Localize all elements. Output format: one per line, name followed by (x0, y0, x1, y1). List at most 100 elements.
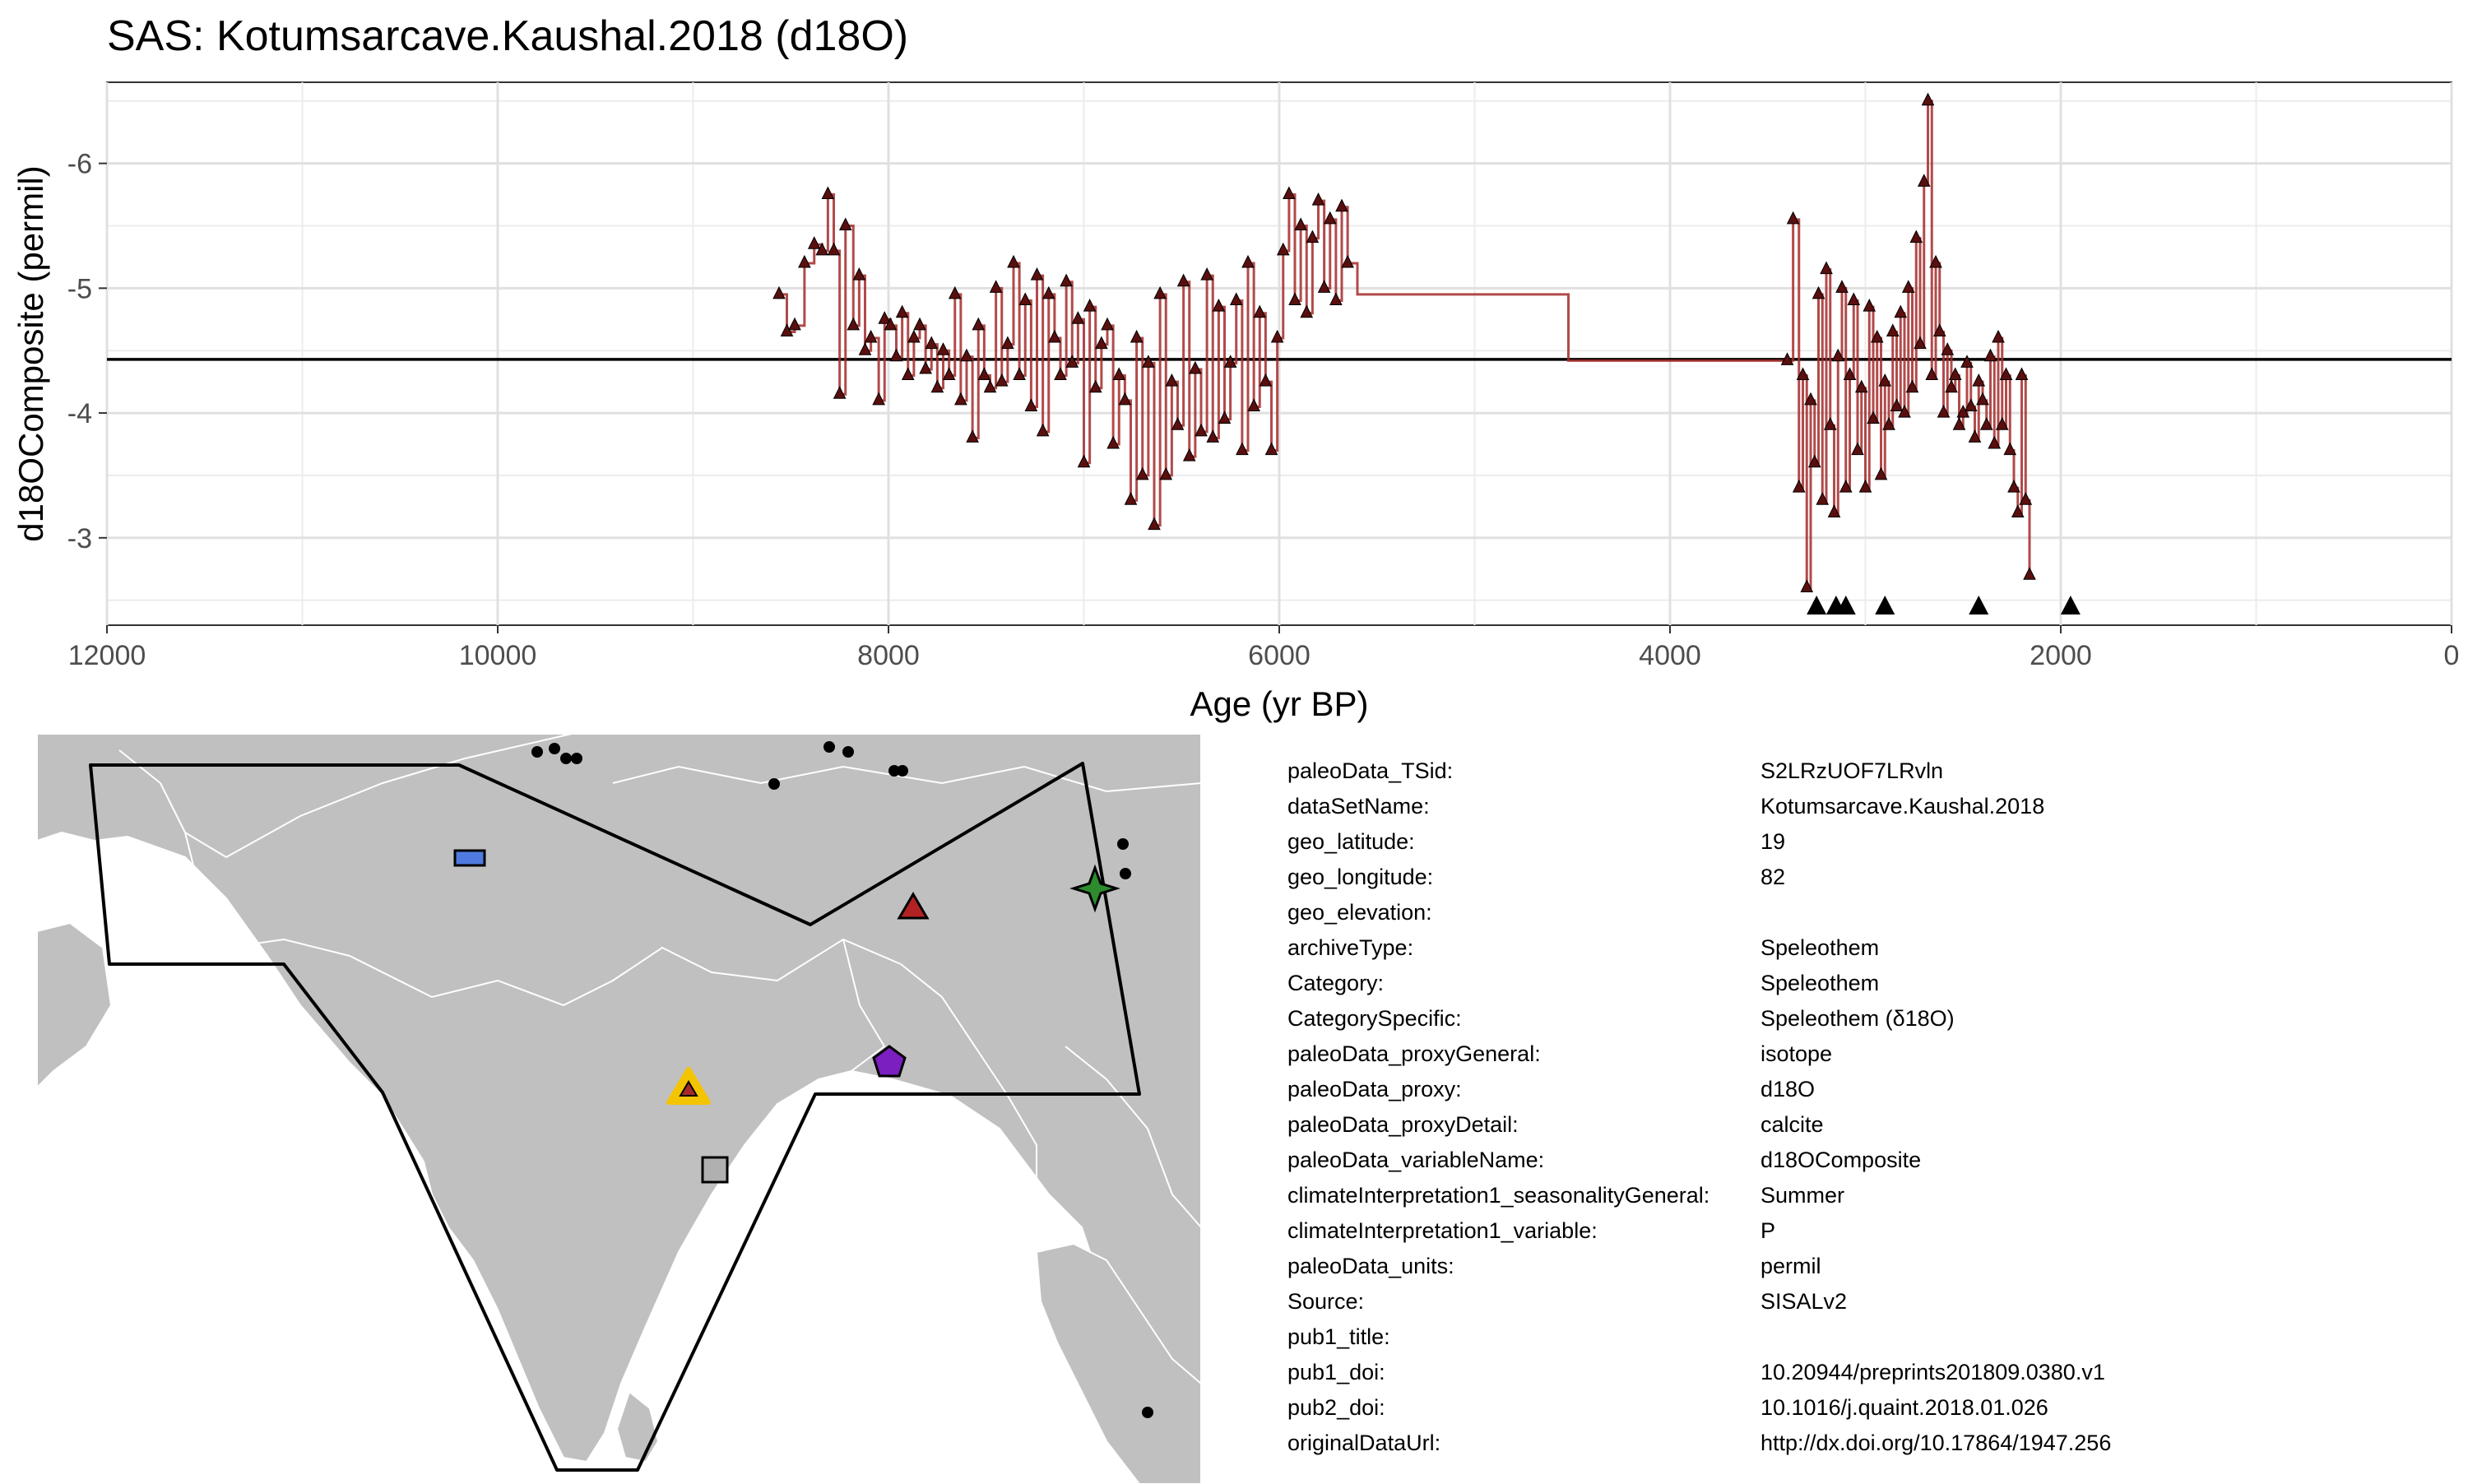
data-point (1968, 429, 1982, 443)
data-point (954, 392, 967, 406)
metadata-key: paleoData_TSid: (1287, 758, 1454, 783)
data-point (1270, 329, 1284, 343)
data-point (1247, 398, 1260, 411)
data-point (1088, 379, 1102, 393)
data-point (1001, 336, 1014, 350)
data-point (1948, 367, 1962, 381)
metadata-key: climateInterpretation1_seasonalityGenera… (1287, 1183, 1710, 1208)
data-point (821, 186, 835, 200)
data-point (1929, 254, 1942, 268)
data-point (1905, 379, 1919, 393)
data-point (1206, 429, 1220, 443)
metadata-key: geo_longitude: (1287, 865, 1434, 889)
record-dot (1120, 868, 1131, 879)
x-axis-label: Age (yr BP) (1190, 684, 1368, 723)
indochina-landmass (1035, 1242, 1201, 1484)
data-point (1914, 336, 1927, 350)
grid (105, 82, 2453, 625)
data-point (936, 342, 950, 355)
data-point (1065, 355, 1079, 368)
data-point (1195, 423, 1208, 437)
data-point (895, 304, 909, 318)
data-point (1171, 417, 1185, 430)
data-point (1259, 373, 1273, 387)
data-point (858, 342, 872, 355)
data-point (1118, 392, 1132, 406)
data-point (1995, 417, 2009, 430)
metadata-value: SISALv2 (1761, 1289, 1848, 1314)
data-point (1300, 304, 1314, 318)
data-point (2023, 567, 2036, 580)
data-point (2007, 479, 2020, 493)
data-point (1867, 410, 1880, 424)
data-point (966, 429, 979, 443)
metadata-value: d18OComposite (1761, 1148, 1922, 1172)
y-tick-label: -3 (67, 523, 92, 554)
record-marker-rect (453, 849, 486, 867)
data-point (1901, 280, 1915, 293)
metadata-key: Category: (1287, 971, 1385, 995)
record-dot (560, 753, 572, 764)
y-tick-label: -5 (67, 273, 92, 304)
data-point (1182, 448, 1196, 461)
age-control-marker (1969, 596, 1989, 614)
data-point (960, 348, 973, 362)
data-point (1874, 466, 1888, 480)
record-marker-square (701, 1156, 729, 1184)
data-point (1200, 267, 1213, 281)
data-point (1153, 285, 1167, 299)
age-control-marker (2060, 596, 2081, 614)
x-tick-label: 10000 (459, 640, 537, 671)
record-marker-star (1069, 864, 1120, 913)
data-point (1264, 442, 1278, 456)
record-dot (549, 743, 560, 754)
data-point (1311, 192, 1325, 206)
data-point (1960, 355, 1974, 368)
metadata-value: Speleothem (1761, 935, 1880, 960)
metadata-key: dataSetName: (1287, 794, 1430, 819)
y-axis-label: d18OComposite (permil) (12, 165, 50, 542)
record-dot (571, 753, 582, 764)
data-point (1283, 186, 1296, 200)
data-point (1858, 479, 1872, 493)
data-point (1988, 435, 2002, 449)
time-series-chart: 12000 10000 8000 6000 4000 2000 0 -3 -4 -5 -6 Age … (12, 81, 2460, 723)
record-dot (768, 778, 780, 790)
metadata-value: 19 (1761, 829, 1786, 854)
data-point (1212, 298, 1226, 312)
data-point (1294, 217, 1307, 230)
x-tick-label: 4000 (1639, 640, 1701, 671)
data-point (1341, 254, 1354, 268)
data-point (930, 379, 944, 393)
data-point (1323, 211, 1337, 225)
x-tick-label: 0 (2444, 640, 2460, 671)
region-map (37, 734, 1201, 1484)
data-point (878, 311, 892, 324)
data-point (833, 386, 847, 399)
data-point (1077, 454, 1091, 468)
data-point (772, 285, 786, 299)
data-point (1964, 398, 1978, 411)
data-point (1800, 579, 1814, 592)
data-point (807, 236, 821, 249)
data-point (1894, 304, 1908, 318)
metadata-value: P (1761, 1218, 1776, 1243)
data-point (977, 367, 991, 381)
x-tick-label: 2000 (2030, 640, 2092, 671)
data-point (942, 367, 956, 381)
metadata-key: paleoData_proxyDetail: (1287, 1112, 1519, 1137)
metadata-key: geo_latitude: (1287, 829, 1415, 854)
data-point (1847, 292, 1861, 306)
metadata-value: Speleothem (1761, 971, 1880, 995)
data-point (1952, 417, 1966, 430)
data-point (919, 360, 932, 374)
data-point (2015, 367, 2029, 381)
record-marker-pentagon (872, 1045, 907, 1078)
site-marker-inner (679, 1080, 698, 1097)
data-point (989, 280, 1003, 293)
data-point (1921, 92, 1935, 106)
data-point (1786, 211, 1800, 225)
sri-lanka-landmass (615, 1390, 660, 1463)
data-point (1937, 404, 1951, 418)
plot-title: SAS: Kotumsarcave.Kaushal.2018 (d18O) (107, 12, 909, 60)
